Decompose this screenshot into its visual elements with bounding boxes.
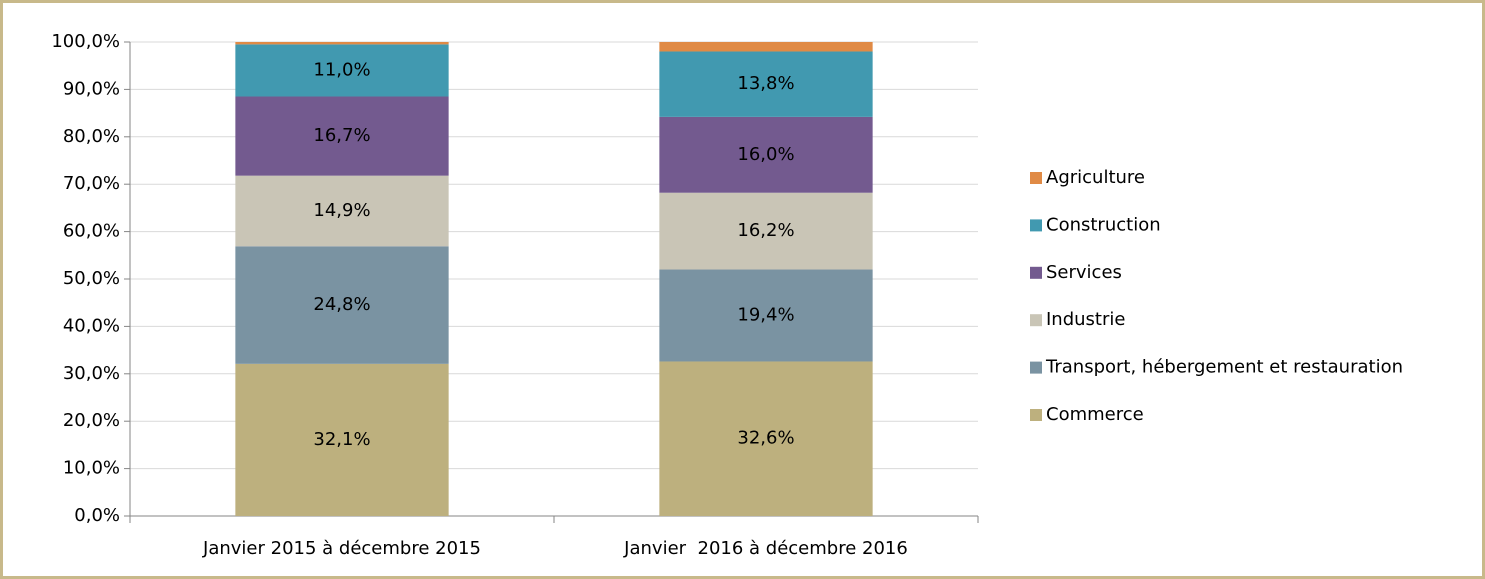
data-label: 16,0% [737,144,794,165]
y-tick-label: 40,0% [63,315,120,336]
y-tick-label: 90,0% [63,78,120,99]
bar-segment [235,44,449,97]
data-label: 32,6% [737,428,794,449]
data-label: 24,8% [313,294,370,315]
y-tick-label: 80,0% [63,126,120,147]
data-label: 14,9% [313,200,370,221]
y-tick-label: 10,0% [63,458,120,479]
y-tick-label: 30,0% [63,363,120,384]
legend-label: Services [1046,262,1122,283]
data-label: 19,4% [737,304,794,325]
legend-label: Transport, hébergement et restauration [1045,357,1403,378]
x-tick-label: Janvier 2016 à décembre 2016 [623,538,908,559]
bar-segment [659,42,873,52]
bar-segment [659,269,873,362]
bar-segment [659,51,873,117]
legend-label: Construction [1046,214,1161,235]
bar-segment [659,116,873,193]
bar-segment [235,42,449,45]
data-label: 16,2% [737,220,794,241]
y-tick-label: 100,0% [51,31,120,52]
x-tick-label: Janvier 2015 à décembre 2015 [202,538,481,559]
data-label: 16,7% [313,125,370,146]
legend-label: Industrie [1046,309,1125,330]
y-tick-label: 70,0% [63,173,120,194]
legend-swatch [1030,314,1042,327]
bar-segment [235,175,449,247]
y-tick-label: 60,0% [63,221,120,242]
data-label: 13,8% [737,73,794,94]
bar-segment [235,363,449,516]
y-tick-label: 20,0% [63,410,120,431]
bar-segment [235,96,449,176]
bar-segment [659,192,873,270]
legend-swatch [1030,172,1042,184]
bar-segment [659,361,873,516]
data-label: 32,1% [313,429,370,450]
legend-swatch [1030,266,1042,279]
legend-swatch [1030,361,1042,374]
y-tick-label: 50,0% [63,268,120,289]
y-tick-label: 0,0% [74,505,120,526]
data-label: 11,0% [313,59,370,80]
legend-swatch [1030,219,1042,232]
bar-segment [235,246,449,364]
legend-label: Agriculture [1046,167,1145,188]
legend-swatch [1030,409,1042,421]
legend-label: Commerce [1046,404,1144,425]
